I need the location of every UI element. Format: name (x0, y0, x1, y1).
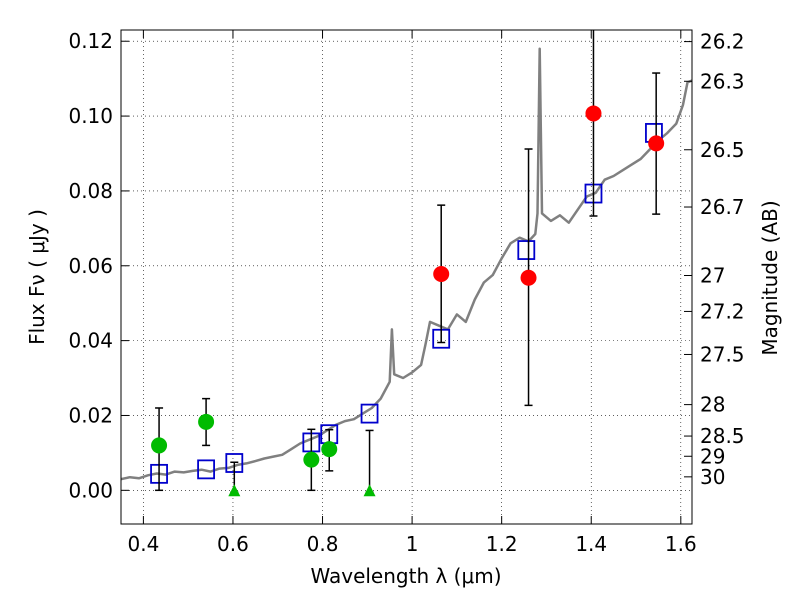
x-tick-label: 1 (406, 532, 419, 556)
model-photometry-square (197, 459, 215, 480)
data-point (198, 413, 215, 430)
data-point (303, 451, 320, 468)
x-tick-label: 0.6 (217, 532, 249, 556)
y-axis-label: Flux Fν ( μJy ) (25, 209, 49, 345)
data-point (321, 441, 338, 458)
y-tick-label: 0.00 (68, 478, 113, 502)
right-tick-label: 26.2 (700, 30, 745, 54)
right-tick-label: 27.2 (700, 299, 745, 323)
model-photometry-square (360, 403, 379, 424)
x-tick-label: 1.6 (665, 532, 697, 556)
x-tick-label: 1.4 (575, 532, 607, 556)
data-point (648, 135, 665, 152)
model-photometry-square (517, 240, 536, 260)
x-tick-label: 0.4 (127, 532, 159, 556)
y-tick-label: 0.06 (68, 254, 113, 278)
right-tick-label: 28.5 (700, 424, 745, 448)
x-tick-label: 1.2 (486, 532, 518, 556)
plot-frame (120, 29, 693, 525)
right-axis-label: Magnitude (AB) (758, 200, 782, 355)
x-axis-label: Wavelength λ (μm) (310, 564, 501, 588)
data-point (520, 269, 537, 286)
y-tick-label: 0.08 (68, 179, 113, 203)
right-tick-label: 26.7 (700, 195, 745, 219)
plot-area (121, 30, 692, 497)
axes: 0.4 0.6 0.8 1 1.2 1.4 1.6 0.00 0.02 0.04 0.06 0.08 0… (68, 29, 744, 556)
upper-limit-marker (228, 484, 241, 497)
right-tick-label: 30 (700, 465, 725, 489)
x-tick-label: 0.8 (307, 532, 339, 556)
right-tick-label: 27 (700, 264, 725, 288)
y-tick-label: 0.04 (68, 329, 113, 353)
data-point (433, 266, 450, 283)
right-tick-label: 26.5 (700, 138, 745, 162)
grid (121, 30, 692, 524)
y-tick-label: 0.02 (68, 403, 113, 427)
right-tick-label: 29 (700, 444, 725, 468)
y-tick-label: 0.10 (68, 104, 113, 128)
data-point (585, 105, 602, 122)
right-tick-label: 28 (700, 393, 725, 417)
upper-limit-marker (363, 484, 376, 497)
right-tick-label: 26.3 (700, 69, 745, 93)
data-point (151, 437, 168, 454)
right-tick-label: 27.5 (700, 342, 745, 366)
y-tick-label: 0.12 (68, 29, 113, 53)
